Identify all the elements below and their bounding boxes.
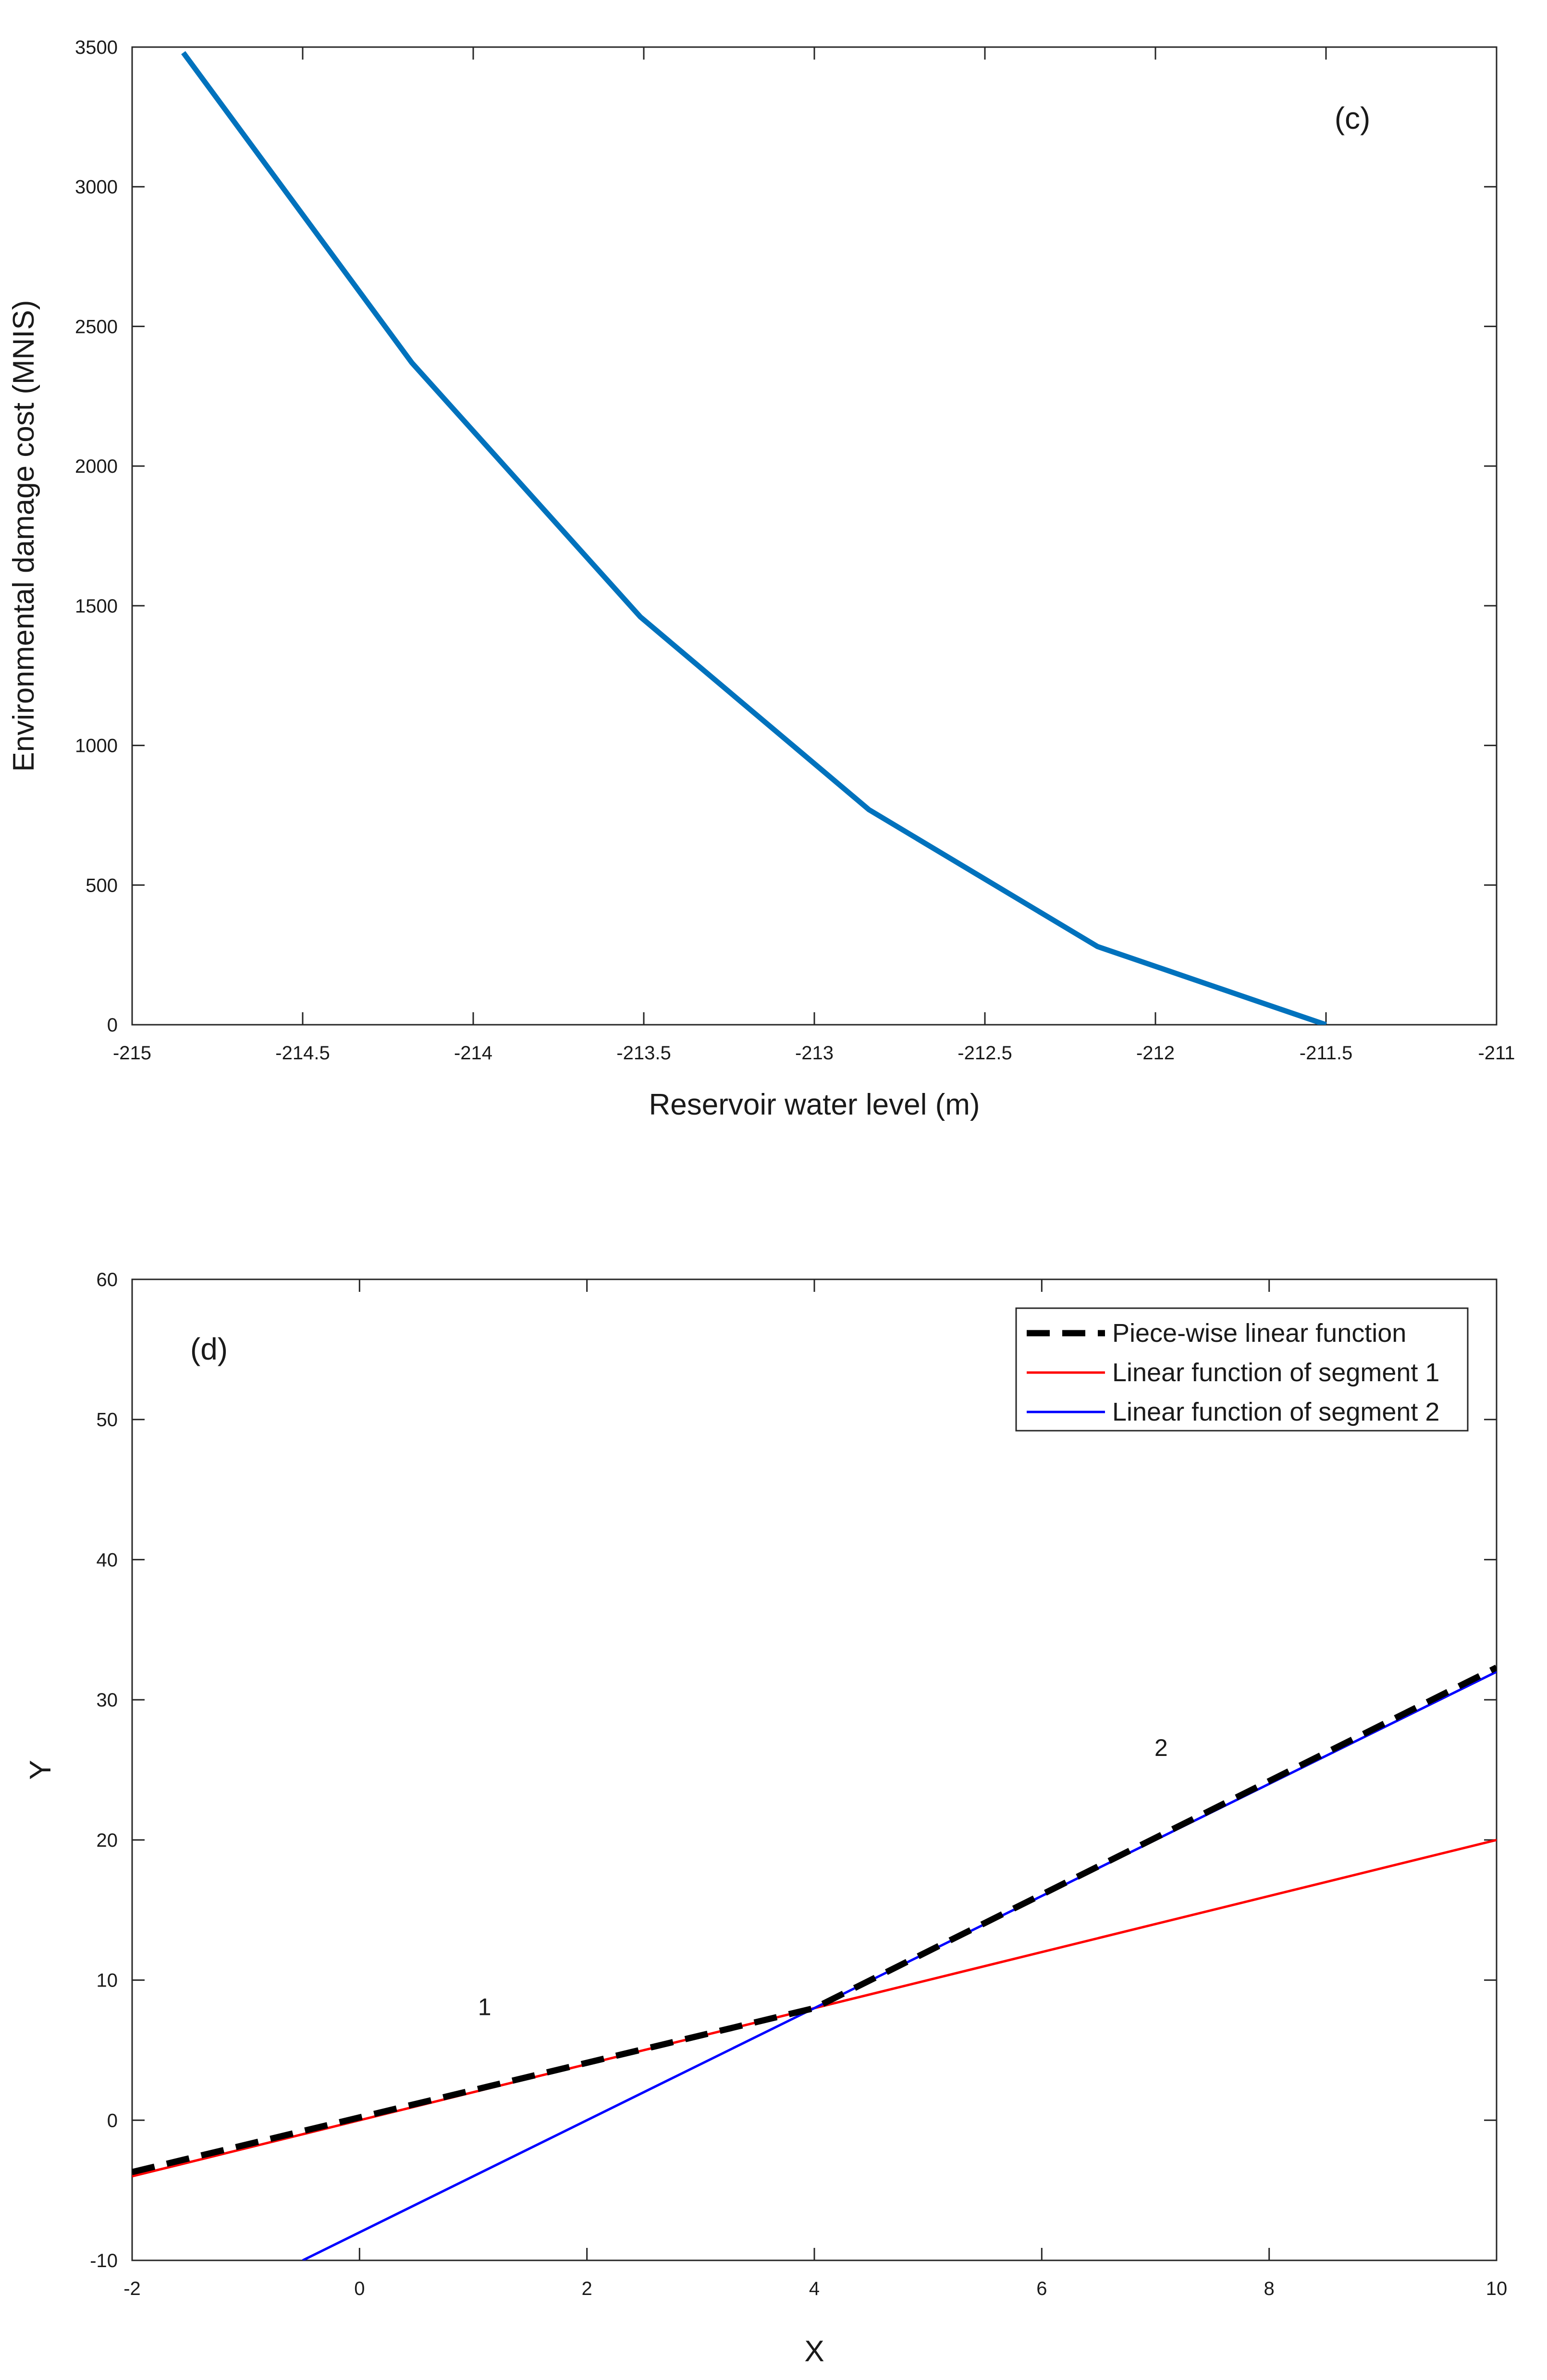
x-tick-label: -214.5 — [275, 1043, 330, 1064]
y-tick-label: 50 — [97, 1410, 118, 1431]
x-tick-label: 4 — [809, 2278, 820, 2299]
panel-label: (c) — [1335, 101, 1371, 135]
x-tick-label: 10 — [1486, 2278, 1508, 2299]
y-tick-label: 3000 — [75, 177, 118, 198]
series-line-1 — [132, 1665, 1497, 2175]
y-tick-label: 1000 — [75, 736, 118, 757]
chart-c: -215 -214.5 -214 -213.5 -213 -212.5 -212 -211.5… — [7, 37, 1515, 1121]
legend-entry-1: Piece-wise linear function — [1112, 1319, 1406, 1348]
y-tick-label: 40 — [97, 1549, 118, 1570]
y-tick-label: -10 — [90, 2250, 118, 2271]
x-tick-label: -213.5 — [616, 1043, 671, 1064]
x-tick-label: 8 — [1264, 2278, 1275, 2299]
x-tick-label: 6 — [1036, 2278, 1047, 2299]
x-tick-label: 2 — [582, 2278, 592, 2299]
x-tick-label: -214 — [454, 1043, 492, 1064]
series-line-1 — [181, 51, 1327, 1025]
y-tick-label: 0 — [107, 2110, 118, 2131]
segment-label: 2 — [1154, 1734, 1168, 1761]
y-tick-label: 500 — [86, 875, 118, 896]
y-tick-label: 20 — [97, 1830, 118, 1851]
y-tick-label: 10 — [97, 1970, 118, 1991]
x-tick-label: -213 — [795, 1043, 834, 1064]
x-tick-label: -215 — [113, 1043, 151, 1064]
x-tick-label: -212.5 — [958, 1043, 1012, 1064]
series-group — [132, 1665, 1497, 2260]
panel-label: (d) — [190, 1332, 228, 1366]
legend-entry-3: Linear function of segment 2 — [1112, 1398, 1439, 1426]
y-tick-label: 2000 — [75, 456, 118, 477]
series-group — [181, 51, 1327, 1025]
plot-frame — [131, 46, 1498, 1026]
segment-label: 1 — [478, 1994, 491, 2021]
legend-box — [1015, 1307, 1469, 1432]
y-axis-label: Environmental damage cost (MNIS) — [7, 300, 40, 772]
x-tick-label: -2 — [123, 2278, 141, 2299]
legend: Piece-wise linear function Linear functio… — [1015, 1307, 1469, 1432]
y-tick-label: 1500 — [75, 596, 118, 617]
x-axis-label: X — [804, 2335, 824, 2368]
x-tick-label: 0 — [354, 2278, 365, 2299]
y-tick-label: 3500 — [75, 37, 118, 58]
x-tick-label: -211.5 — [1300, 1043, 1352, 1064]
x-tick-label: -211 — [1478, 1043, 1515, 1064]
y-tick-label: 30 — [97, 1690, 118, 1711]
y-tick-label: 2500 — [75, 316, 118, 337]
y-tick-label: 0 — [107, 1015, 118, 1036]
x-axis-label: Reservoir water level (m) — [649, 1088, 980, 1121]
y-tick-label: 60 — [97, 1269, 118, 1290]
legend-entry-2: Linear function of segment 1 — [1112, 1358, 1439, 1387]
y-axis-label: Y — [24, 1760, 57, 1779]
x-tick-label: -212 — [1136, 1043, 1175, 1064]
chart-d: -2 0 2 4 6 8 10 -10 0 10 20 30 40 50 60 X Y (d) 1 2 Piece-wi… — [24, 1269, 1507, 2368]
